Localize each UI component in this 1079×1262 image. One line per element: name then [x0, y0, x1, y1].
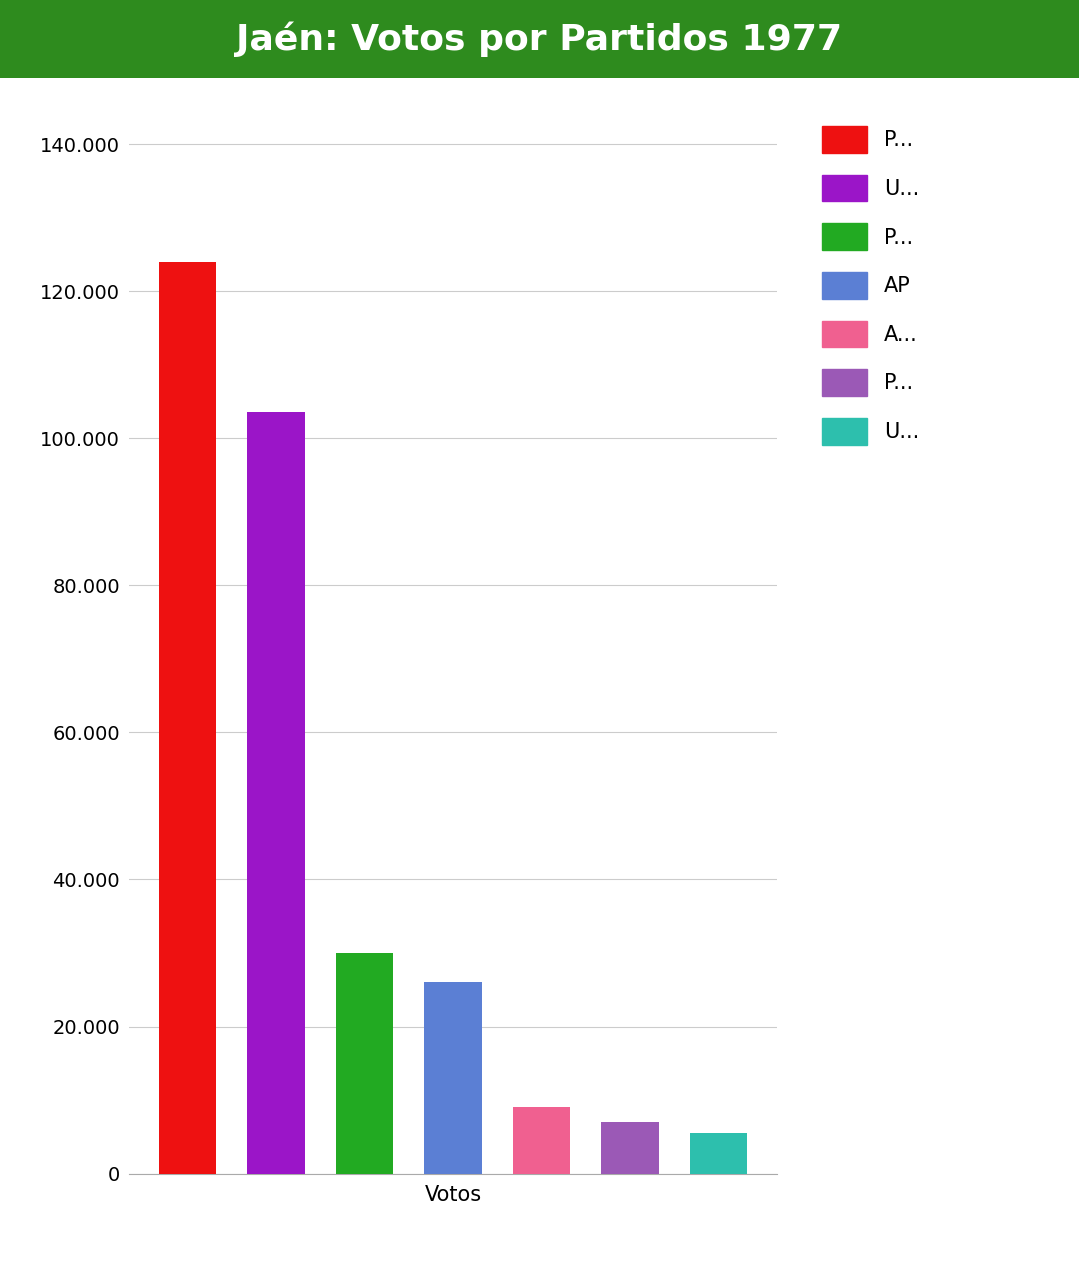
Bar — [689, 1133, 748, 1174]
Text: Jaén: Votos por Partidos 1977: Jaén: Votos por Partidos 1977 — [236, 21, 843, 57]
X-axis label: Votos: Votos — [425, 1185, 481, 1205]
Bar — [159, 261, 217, 1174]
Bar — [601, 1122, 659, 1174]
Bar — [513, 1108, 571, 1174]
Legend: P..., U..., P..., AP, A..., P..., U...: P..., U..., P..., AP, A..., P..., U... — [814, 117, 928, 453]
Bar — [247, 413, 305, 1174]
Bar — [336, 953, 394, 1174]
Bar — [424, 982, 482, 1174]
